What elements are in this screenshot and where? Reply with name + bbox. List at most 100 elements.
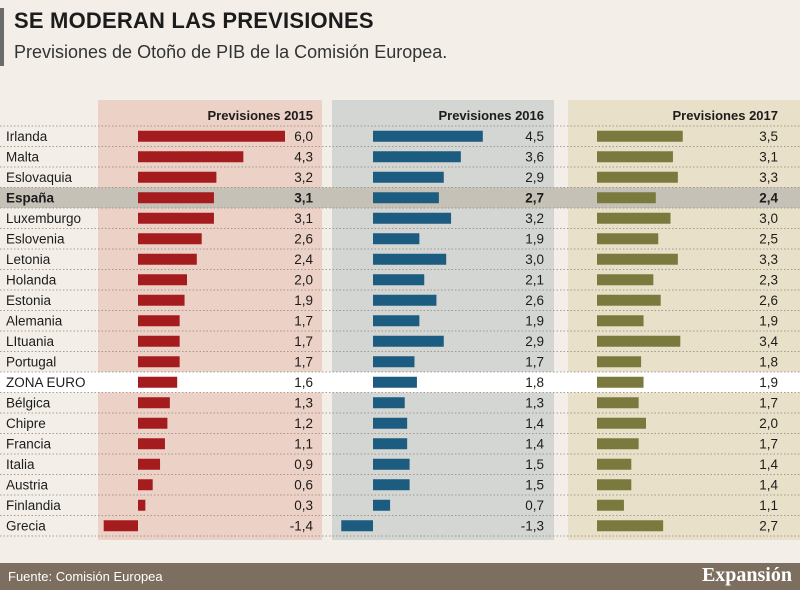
value-label-2015: 1,2 (294, 416, 313, 431)
bar-2015 (138, 356, 180, 368)
bar-2016 (373, 315, 420, 327)
bar-2015 (138, 151, 244, 163)
bar-2017 (597, 438, 639, 450)
bar-2017 (597, 479, 632, 491)
country-label: Austria (6, 477, 49, 492)
country-label: Portugal (6, 354, 56, 369)
bar-2016 (341, 520, 373, 532)
bar-2015 (138, 171, 217, 183)
bar-2016 (373, 192, 439, 204)
value-label-2017: 2,6 (759, 293, 778, 308)
bar-2015 (138, 438, 165, 450)
country-label: Irlanda (6, 129, 48, 144)
panel-background (332, 100, 554, 540)
value-label-2015: 2,4 (294, 252, 313, 267)
country-label: Alemania (6, 313, 63, 328)
value-label-2017: 2,3 (759, 272, 778, 287)
bar-2016 (373, 274, 425, 286)
value-label-2015: 1,3 (294, 395, 313, 410)
country-label: Malta (6, 149, 40, 164)
value-label-2016: 1,3 (525, 395, 544, 410)
value-label-2017: 1,9 (759, 313, 778, 328)
value-label-2016: -1,3 (521, 518, 544, 533)
value-label-2016: 1,5 (525, 477, 544, 492)
bar-2015 (138, 253, 197, 265)
title-accent-bar (0, 8, 4, 66)
bar-2016 (373, 294, 437, 306)
gdp-forecast-chart: Previsiones 2015 Previsiones 2016 Previsio… (0, 100, 800, 540)
country-label: Italia (6, 457, 35, 472)
source-note: Fuente: Comisión Europea (8, 569, 163, 584)
bar-2017 (597, 294, 661, 306)
value-label-2016: 1,9 (525, 313, 544, 328)
bar-2017 (597, 130, 683, 142)
value-label-2016: 2,9 (525, 334, 544, 349)
value-label-2015: 6,0 (294, 129, 313, 144)
value-label-2016: 2,7 (525, 190, 544, 205)
value-label-2017: 1,8 (759, 354, 778, 369)
value-label-2016: 1,7 (525, 354, 544, 369)
bar-2015 (103, 520, 138, 532)
value-label-2017: 3,1 (759, 149, 778, 164)
value-label-2016: 2,9 (525, 170, 544, 185)
bar-2016 (373, 397, 405, 409)
bar-2017 (597, 397, 639, 409)
bar-2015 (138, 458, 161, 470)
bar-2017 (597, 315, 644, 327)
value-label-2015: 0,9 (294, 457, 313, 472)
bar-2015 (138, 130, 285, 142)
bar-2016 (373, 212, 452, 224)
panel-background (98, 100, 322, 540)
value-label-2016: 3,6 (525, 149, 544, 164)
bar-2015 (138, 335, 180, 347)
value-label-2015: 0,6 (294, 477, 313, 492)
country-label: España (6, 190, 55, 205)
country-label: Estonia (6, 293, 52, 308)
bar-2016 (373, 171, 444, 183)
country-label: ZONA EURO (6, 375, 86, 390)
series-header: Previsiones 2017 (672, 108, 778, 123)
bar-2016 (373, 233, 420, 245)
country-label: Luxemburgo (6, 211, 81, 226)
bar-2015 (138, 233, 202, 245)
value-label-2017: 3,4 (759, 334, 778, 349)
value-label-2015: 1,7 (294, 313, 313, 328)
bar-2016 (373, 499, 391, 511)
value-label-2017: 3,3 (759, 252, 778, 267)
country-label: Finlandia (6, 498, 61, 513)
bar-2016 (373, 151, 461, 163)
series-header: Previsiones 2015 (207, 108, 313, 123)
bar-2016 (373, 417, 408, 429)
value-label-2016: 1,8 (525, 375, 544, 390)
country-label: Letonia (6, 252, 51, 267)
country-label: LItuania (6, 334, 55, 349)
brand-logo: Expansión (701, 564, 792, 586)
value-label-2017: 3,5 (759, 129, 778, 144)
footer: Fuente: Comisión Europea Expansión (0, 563, 800, 590)
country-label: Francia (6, 436, 52, 451)
bar-2015 (138, 499, 146, 511)
value-label-2017: 2,7 (759, 518, 778, 533)
value-label-2016: 2,1 (525, 272, 544, 287)
value-label-2017: 2,0 (759, 416, 778, 431)
bar-2017 (597, 274, 654, 286)
bar-2017 (597, 212, 671, 224)
value-label-2015: 1,6 (294, 375, 313, 390)
bar-2017 (597, 356, 642, 368)
bar-2017 (597, 233, 659, 245)
bar-2016 (373, 130, 483, 142)
bar-2015 (138, 274, 187, 286)
value-label-2015: 3,1 (294, 190, 313, 205)
bar-2016 (373, 438, 408, 450)
country-label: Eslovenia (6, 231, 65, 246)
value-label-2015: 2,6 (294, 231, 313, 246)
bar-2017 (597, 499, 624, 511)
bar-2017 (597, 376, 644, 388)
value-label-2015: 1,7 (294, 334, 313, 349)
value-label-2015: 1,7 (294, 354, 313, 369)
value-label-2015: 3,2 (294, 170, 313, 185)
value-label-2015: 4,3 (294, 149, 313, 164)
country-label: Holanda (6, 272, 57, 287)
bar-2016 (373, 253, 447, 265)
bar-2017 (597, 253, 678, 265)
